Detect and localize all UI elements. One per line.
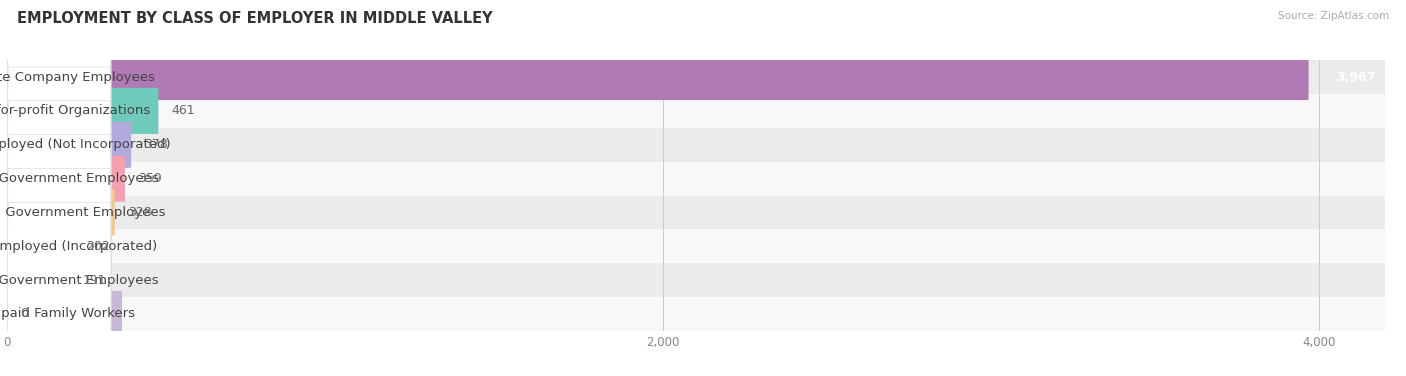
Text: Private Company Employees: Private Company Employees xyxy=(0,71,155,83)
Text: Federal Government Employees: Federal Government Employees xyxy=(0,206,166,219)
FancyBboxPatch shape xyxy=(7,67,111,290)
Text: EMPLOYMENT BY CLASS OF EMPLOYER IN MIDDLE VALLEY: EMPLOYMENT BY CLASS OF EMPLOYER IN MIDDL… xyxy=(17,11,492,26)
Text: Self-Employed (Incorporated): Self-Employed (Incorporated) xyxy=(0,240,157,253)
FancyBboxPatch shape xyxy=(7,122,131,168)
Text: Unpaid Family Workers: Unpaid Family Workers xyxy=(0,308,135,320)
FancyBboxPatch shape xyxy=(7,156,125,202)
FancyBboxPatch shape xyxy=(7,101,111,324)
Text: Source: ZipAtlas.com: Source: ZipAtlas.com xyxy=(1278,11,1389,21)
FancyBboxPatch shape xyxy=(7,263,1385,297)
Text: 359: 359 xyxy=(138,172,162,185)
FancyBboxPatch shape xyxy=(7,297,1385,331)
FancyBboxPatch shape xyxy=(7,94,1385,128)
FancyBboxPatch shape xyxy=(7,0,111,189)
Text: 202: 202 xyxy=(86,240,110,253)
FancyBboxPatch shape xyxy=(7,291,122,337)
FancyBboxPatch shape xyxy=(7,257,70,303)
FancyBboxPatch shape xyxy=(7,196,1385,229)
Text: 0: 0 xyxy=(20,308,28,320)
FancyBboxPatch shape xyxy=(7,202,111,376)
FancyBboxPatch shape xyxy=(7,168,111,376)
FancyBboxPatch shape xyxy=(7,190,115,235)
Text: 191: 191 xyxy=(83,274,107,287)
FancyBboxPatch shape xyxy=(7,54,1309,100)
Text: 461: 461 xyxy=(172,105,195,117)
Text: Local Government Employees: Local Government Employees xyxy=(0,172,159,185)
FancyBboxPatch shape xyxy=(7,88,159,134)
FancyBboxPatch shape xyxy=(7,0,111,223)
FancyBboxPatch shape xyxy=(7,33,111,256)
Text: 378: 378 xyxy=(145,138,169,151)
Text: 328: 328 xyxy=(128,206,152,219)
FancyBboxPatch shape xyxy=(7,60,1385,94)
FancyBboxPatch shape xyxy=(7,128,1385,162)
Text: State Government Employees: State Government Employees xyxy=(0,274,159,287)
Text: Self-Employed (Not Incorporated): Self-Employed (Not Incorporated) xyxy=(0,138,170,151)
FancyBboxPatch shape xyxy=(7,162,1385,196)
Text: 3,967: 3,967 xyxy=(1336,71,1375,83)
Text: Not-for-profit Organizations: Not-for-profit Organizations xyxy=(0,105,150,117)
FancyBboxPatch shape xyxy=(7,223,73,269)
FancyBboxPatch shape xyxy=(7,229,1385,263)
FancyBboxPatch shape xyxy=(7,135,111,358)
